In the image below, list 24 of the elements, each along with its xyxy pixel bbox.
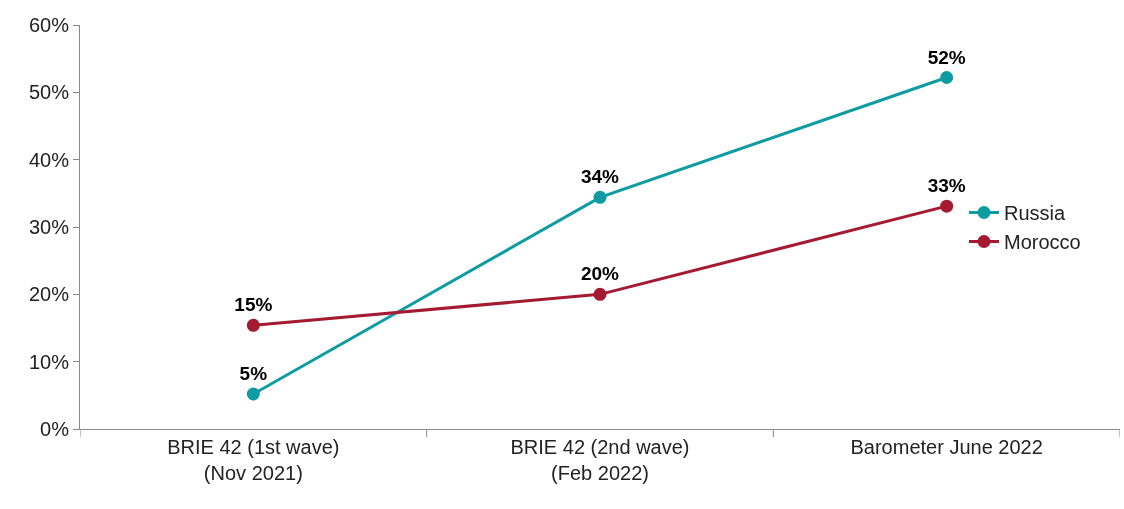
data-label: 52% xyxy=(927,46,966,68)
y-tick-label: 40% xyxy=(28,148,70,171)
y-tick-label: 0% xyxy=(40,418,70,440)
y-tick-label: 60% xyxy=(28,14,70,36)
data-label: 34% xyxy=(580,166,620,188)
point xyxy=(593,190,607,204)
y-tick-label: 50% xyxy=(28,81,70,104)
x-tick-label: Barometer June 2022 xyxy=(850,436,1043,458)
y-tick-label: 30% xyxy=(28,216,70,238)
point xyxy=(246,318,260,332)
point xyxy=(940,199,954,213)
data-label: 20% xyxy=(580,263,620,285)
data-label: 33% xyxy=(927,175,966,197)
x-tick-label: BRIE 42 (2nd wave) (Feb 2022) xyxy=(510,436,690,484)
point xyxy=(593,287,607,301)
point xyxy=(246,387,260,401)
legend-label: Russia xyxy=(1004,202,1067,225)
data-label: 5% xyxy=(239,363,268,385)
legend-label: Morocco xyxy=(1004,231,1081,254)
y-tick-label: 20% xyxy=(28,283,70,306)
point xyxy=(940,71,954,85)
y-tick-label: 10% xyxy=(28,350,70,373)
x-tick-label: BRIE 42 (1st wave) (Nov 2021) xyxy=(167,436,340,484)
data-label: 15% xyxy=(234,294,273,316)
